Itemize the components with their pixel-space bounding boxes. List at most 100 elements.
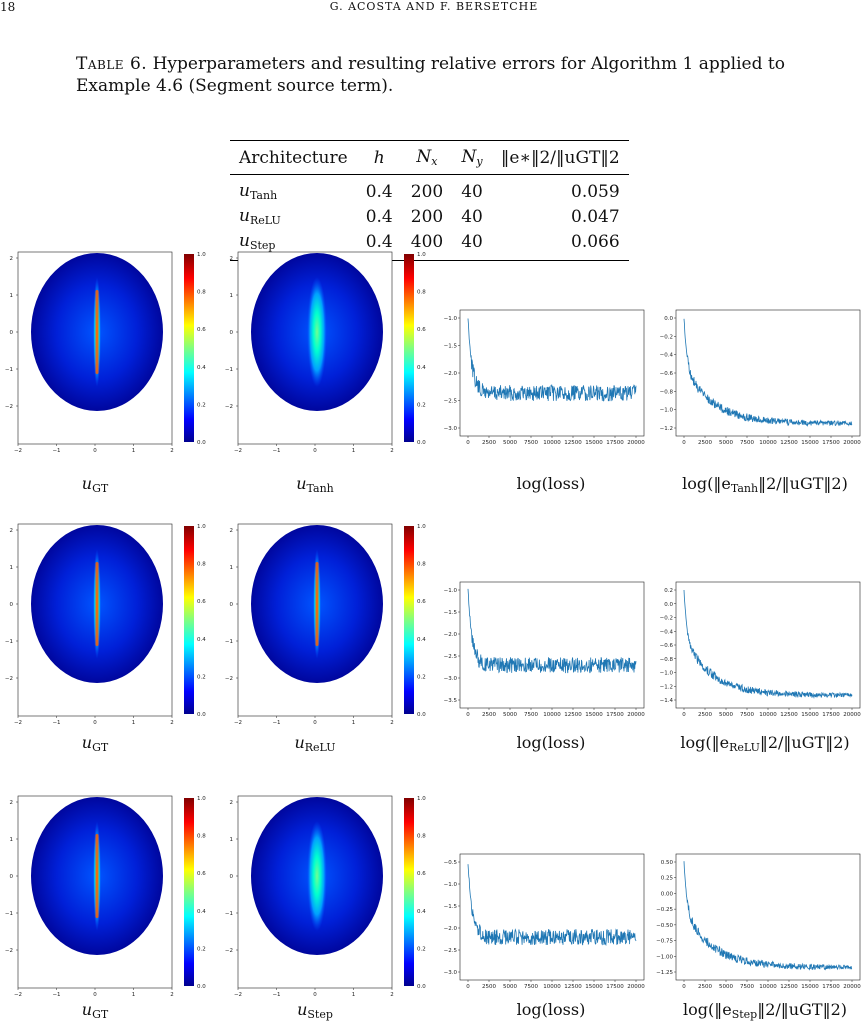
x-tick-label: 2 — [170, 992, 174, 998]
model-label-sub: ReLU — [304, 741, 336, 754]
x-tick-label: 17500 — [606, 712, 624, 718]
y-tick-label: 0 — [10, 874, 14, 880]
x-tick-label: 10000 — [543, 440, 561, 446]
error-label-suffix: ‖2/‖uGT‖2) — [758, 474, 848, 493]
model-label: uStep — [210, 1000, 420, 1021]
y-tick-label: 1 — [10, 565, 14, 571]
x-tick-label: 2500 — [698, 984, 712, 990]
colorbar — [404, 526, 414, 714]
model-label-sub: Step — [307, 1008, 333, 1021]
y-tick-label: 0 — [10, 602, 14, 608]
colorbar-tick-label: 0.0 — [197, 440, 206, 446]
y-tick-label: −2 — [5, 404, 13, 410]
x-tick-label: 2 — [170, 720, 174, 726]
y-tick-label: −1.5 — [444, 344, 458, 350]
y-tick-label: −0.25 — [656, 907, 673, 913]
y-tick-label: −2.5 — [444, 399, 458, 405]
y-tick-label: 0 — [230, 874, 234, 880]
y-tick-label: −0.4 — [660, 353, 674, 359]
gt-label-u: u — [81, 474, 93, 493]
colorbar — [184, 798, 194, 986]
y-tick-label: −1.5 — [444, 904, 458, 910]
x-tick-label: 2500 — [482, 984, 496, 990]
y-tick-label: −1.0 — [444, 882, 458, 888]
x-tick-label: 7500 — [740, 712, 754, 718]
y-tick-label: −0.75 — [656, 939, 673, 945]
y-tick-label: −2.0 — [444, 371, 458, 377]
y-tick-label: −0.2 — [660, 334, 673, 340]
x-tick-label: 2500 — [482, 440, 496, 446]
colorbar — [184, 254, 194, 442]
x-tick-label: 0 — [313, 720, 317, 726]
x-tick-label: −2 — [14, 448, 22, 454]
colorbar-tick-label: 0.8 — [197, 290, 206, 296]
error-curve — [683, 589, 853, 699]
x-tick-label: −1 — [272, 448, 280, 454]
gt-label-u: u — [81, 733, 93, 752]
x-tick-label: 5000 — [503, 984, 517, 990]
x-tick-label: 15000 — [585, 440, 603, 446]
loss-plot: −1.0 −1.5 −2.0 −2.5 −3.0 0 2500 5000 7500 10000 12… — [444, 309, 645, 446]
x-tick-label: 0 — [682, 440, 686, 446]
y-tick-label: −1 — [225, 367, 233, 373]
x-tick-label: 2 — [170, 448, 174, 454]
x-tick-label: 5000 — [719, 712, 733, 718]
x-tick-label: 12500 — [564, 984, 582, 990]
colorbar-tick-label: 0.0 — [417, 984, 426, 990]
y-tick-label: −1.0 — [444, 588, 458, 594]
colorbar-tick-label: 1.0 — [197, 524, 206, 530]
heatmap-core — [315, 562, 319, 646]
x-tick-label: −1 — [52, 720, 60, 726]
table-row: uReLU 0.4 200 40 0.047 — [230, 204, 629, 229]
model-label-u: u — [297, 1000, 308, 1019]
x-tick-label: −2 — [14, 720, 22, 726]
plot-axes — [675, 309, 861, 437]
y-tick-label: −1.0 — [660, 408, 674, 414]
heatmap-core — [95, 834, 99, 918]
x-tick-label: 20000 — [627, 984, 645, 990]
x-tick-label: 0 — [313, 448, 317, 454]
colorbar-tick-label: 0.0 — [197, 984, 206, 990]
x-tick-label: 10000 — [543, 984, 561, 990]
y-tick-label: −0.6 — [660, 371, 674, 377]
loss-label-text: log(loss) — [516, 1000, 586, 1019]
model-heatmap: −2 −1 0 1 2 2 1 0 −1 −2 1.0 0.8 0.6 0.4 0.2 0.0 — [225, 251, 426, 454]
x-tick-label: 5000 — [503, 712, 517, 718]
model-label: uTanh — [210, 474, 420, 495]
x-tick-label: 2500 — [698, 440, 712, 446]
ny-cell: 40 — [461, 231, 483, 252]
colorbar-tick-label: 1.0 — [417, 524, 426, 530]
y-tick-label: 0.50 — [661, 860, 674, 866]
y-tick-label: 0 — [230, 602, 234, 608]
colorbar-tick-label: 0.6 — [417, 327, 426, 333]
x-tick-label: 7500 — [524, 712, 538, 718]
x-tick-label: 0 — [466, 712, 470, 718]
colorbar-tick-label: 0.4 — [197, 637, 206, 643]
x-tick-label: 2 — [390, 720, 394, 726]
y-tick-label: −1 — [5, 639, 13, 645]
loss-plot: −0.5 −1.0 −1.5 −2.0 −2.5 −3.0 0 2500 5000 7500 100… — [444, 853, 645, 990]
y-tick-label: 1 — [230, 293, 234, 299]
y-tick-label: −2 — [225, 676, 233, 682]
model-label-sub: Tanh — [306, 482, 334, 495]
x-tick-label: 1 — [132, 992, 136, 998]
error-label-prefix: log(‖e — [682, 474, 731, 493]
x-tick-label: −2 — [234, 992, 242, 998]
caption-text: Hyperparameters and resulting relative e… — [76, 54, 785, 96]
loss-label-text: log(loss) — [516, 474, 586, 493]
y-tick-label: 0.2 — [664, 588, 673, 594]
colorbar-tick-label: 0.8 — [417, 290, 426, 296]
x-tick-label: 10000 — [759, 984, 777, 990]
relative-error-plot: 0.0 −0.2 −0.4 −0.6 −0.8 −1.0 −1.2 0 2500 5000 7500… — [660, 309, 861, 446]
model-label: uReLU — [210, 733, 420, 754]
colorbar-tick-label: 0.2 — [197, 674, 206, 680]
x-tick-label: 0 — [93, 448, 97, 454]
x-tick-label: 7500 — [740, 984, 754, 990]
x-tick-label: 20000 — [843, 712, 861, 718]
y-tick-label: 1 — [230, 565, 234, 571]
error-label: log(‖eTanh‖2/‖uGT‖2) — [660, 474, 868, 495]
x-tick-label: 20000 — [843, 440, 861, 446]
x-tick-label: 17500 — [606, 440, 624, 446]
x-tick-label: 15000 — [801, 440, 819, 446]
y-tick-label: −2.5 — [444, 654, 458, 660]
